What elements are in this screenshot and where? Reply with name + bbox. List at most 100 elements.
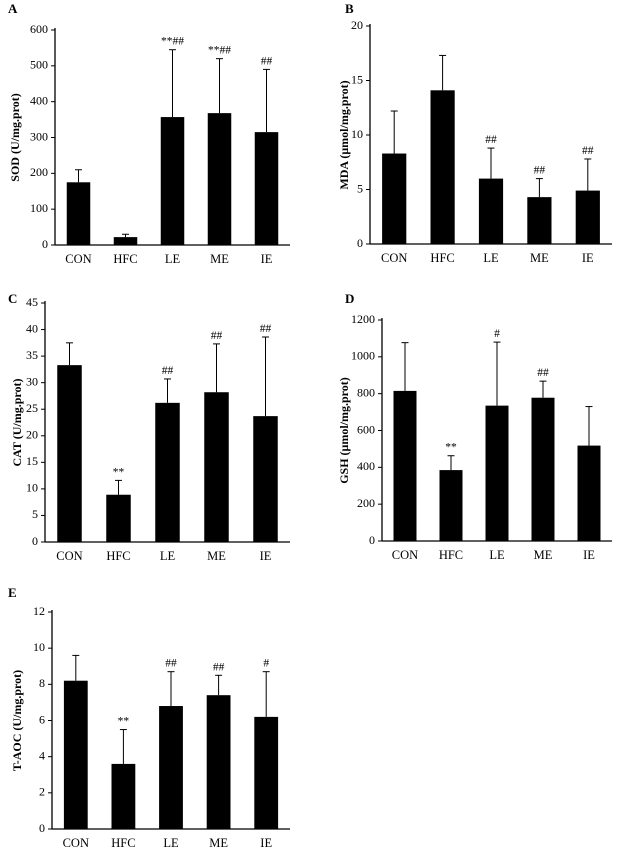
significance-label: ## <box>537 367 549 379</box>
bar <box>204 392 229 542</box>
y-tick-label: 300 <box>30 129 48 143</box>
y-tick-label: 0 <box>357 236 363 250</box>
x-tick-label: HFC <box>430 251 454 265</box>
panel-label: A <box>8 1 18 16</box>
significance-label: **## <box>208 45 231 57</box>
x-tick-label: ME <box>207 549 226 563</box>
y-axis-label: MDA (μmol/mg.prot) <box>337 80 351 189</box>
x-tick-label: LE <box>163 836 179 850</box>
y-tick-label: 0 <box>42 237 48 251</box>
significance-label: ## <box>534 165 546 177</box>
significance-label: **## <box>161 36 184 48</box>
y-tick-label: 40 <box>26 321 38 335</box>
bar <box>531 397 555 541</box>
significance-label: ## <box>162 365 174 377</box>
significance-label: ## <box>213 661 225 673</box>
x-tick-label: CON <box>56 549 82 563</box>
y-tick-label: 10 <box>351 127 363 141</box>
y-tick-label: 400 <box>30 93 48 107</box>
bar <box>159 706 183 829</box>
significance-label: ## <box>260 323 272 335</box>
y-tick-label: 0 <box>32 534 38 548</box>
y-tick-label: 10 <box>26 481 38 495</box>
y-tick-label: 35 <box>26 348 38 362</box>
y-tick-label: 600 <box>357 422 375 436</box>
y-tick-label: 30 <box>26 374 38 388</box>
y-tick-label: 100 <box>30 201 48 215</box>
y-tick-label: 6 <box>39 712 45 726</box>
bar <box>113 237 138 245</box>
significance-label: ## <box>165 658 177 670</box>
bar <box>393 390 417 541</box>
y-tick-label: 45 <box>26 295 38 309</box>
x-tick-label: ME <box>209 836 228 850</box>
y-tick-label: 15 <box>351 72 363 86</box>
bar <box>106 494 131 542</box>
bar <box>577 445 601 541</box>
x-tick-label: ME <box>210 252 229 266</box>
panel-b: B MDA (μmol/mg.prot) 0 5 10 15 20 CON HFC ## LE ## M… <box>337 1 612 265</box>
x-tick-label: HFC <box>113 252 137 266</box>
y-tick-label: 0 <box>369 533 375 547</box>
y-tick-label: 1000 <box>351 349 375 363</box>
bar <box>478 178 504 244</box>
bar <box>160 117 185 245</box>
panel-a: A SOD (U/mg.prot) 0 100 200 300 400 500 600 CON HF… <box>8 1 290 266</box>
bar <box>527 197 552 244</box>
x-tick-label: IE <box>260 549 272 563</box>
y-tick-label: 25 <box>26 401 38 415</box>
y-axis-label: GSH (μmol/mg.prot) <box>337 377 351 484</box>
bar <box>575 190 600 244</box>
significance-label: # <box>494 328 500 340</box>
significance-label: ** <box>445 442 457 454</box>
panel-e: E T-AOC (U/mg.prot) 0 2 4 6 8 10 12 CON ** HFC ## LE #… <box>8 585 290 850</box>
x-tick-label: HFC <box>439 548 463 562</box>
x-tick-label: CON <box>63 836 89 850</box>
panel-label: D <box>345 291 354 306</box>
y-axis-label: T-AOC (U/mg.prot) <box>10 670 24 771</box>
bar <box>253 416 278 542</box>
significance-label: ** <box>118 716 130 728</box>
panel-label: B <box>345 1 354 16</box>
y-tick-label: 2 <box>39 785 45 799</box>
y-tick-label: 600 <box>30 22 48 36</box>
y-tick-label: 4 <box>39 748 45 762</box>
x-tick-label: ME <box>534 548 553 562</box>
x-tick-label: IE <box>583 548 595 562</box>
bar <box>207 113 232 245</box>
y-tick-label: 200 <box>30 165 48 179</box>
bar <box>63 680 88 829</box>
x-tick-label: IE <box>260 836 272 850</box>
bar <box>155 402 180 542</box>
bar <box>382 153 407 244</box>
bar <box>57 365 82 542</box>
significance-label: ** <box>113 466 125 478</box>
bar <box>254 716 279 829</box>
x-tick-label: CON <box>392 548 418 562</box>
significance-label: # <box>263 658 269 670</box>
y-axis-label: CAT (U/mg.prot) <box>10 379 24 467</box>
x-tick-label: HFC <box>106 549 130 563</box>
bar <box>66 182 91 245</box>
panel-d: D GSH (μmol/mg.prot) 0 200 400 600 800 1000 1200… <box>337 291 612 562</box>
x-tick-label: CON <box>381 251 407 265</box>
significance-label: ## <box>211 330 223 342</box>
x-tick-label: LE <box>483 251 499 265</box>
significance-label: ## <box>485 134 497 146</box>
y-axis-label: SOD (U/mg.prot) <box>8 93 22 181</box>
panel-label: C <box>8 291 17 306</box>
y-tick-label: 800 <box>357 385 375 399</box>
panel-label: E <box>8 585 17 600</box>
y-tick-label: 20 <box>351 18 363 32</box>
bar <box>485 405 509 541</box>
x-tick-label: LE <box>160 549 176 563</box>
y-tick-label: 400 <box>357 459 375 473</box>
x-tick-label: CON <box>65 252 91 266</box>
y-tick-label: 15 <box>26 454 38 468</box>
y-tick-label: 500 <box>30 58 48 72</box>
x-tick-label: ME <box>530 251 549 265</box>
y-tick-label: 0 <box>39 821 45 835</box>
significance-label: ## <box>261 55 273 67</box>
y-tick-label: 200 <box>357 496 375 510</box>
